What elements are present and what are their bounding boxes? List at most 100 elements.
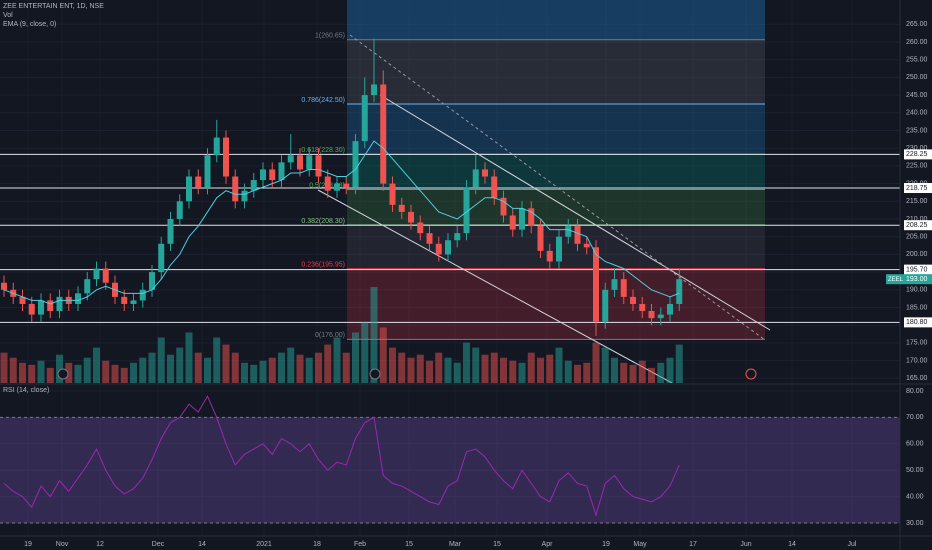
volume-bar [361,322,369,383]
candle-body [482,169,488,177]
y-tick-label: 50.00 [906,467,924,474]
candle-body [583,243,590,248]
y-tick-label: 185.00 [906,304,928,311]
earnings-icon [745,368,757,380]
volume-bar [28,364,36,383]
candle-body [297,155,303,170]
volume-bar [9,357,17,383]
volume-bar [583,362,591,383]
volume-bar [611,357,618,383]
fib-zone [347,189,765,226]
volume-bar [250,364,258,383]
volume-bar [157,337,165,383]
y-tick-label: 260.00 [906,39,928,46]
x-tick-label: 18 [313,541,321,548]
volume-bar [185,332,193,383]
candle-body [167,219,174,244]
price-line-tag [904,220,932,231]
volume-bar [0,352,8,383]
candle-body [352,141,359,188]
volume-bar [500,357,507,383]
price-line-label: 218.75 [906,185,928,192]
volume-bar [204,357,211,383]
fib-top-fill [347,0,765,40]
trend-line [379,94,771,331]
candle-body [380,84,387,184]
candle-body [398,204,405,212]
y-tick-label: 225.00 [906,163,928,170]
volume-bar [46,367,54,383]
y-tick-label: 170.00 [906,357,928,364]
y-tick-label: 165.00 [906,375,928,382]
candle-body [195,176,202,188]
candle-body [232,176,239,202]
candle-body [472,169,479,188]
volume-bar [426,360,433,383]
volume-bar [222,344,230,383]
x-tick-label: May [633,541,647,548]
price-line-tag [904,183,932,194]
volume-bar [592,342,600,383]
candle-body [657,314,664,319]
volume-bar [74,364,82,383]
volume-bar [407,357,415,383]
volume-bar [370,287,378,383]
volume-bar [342,352,350,383]
candle-body [1,282,7,290]
candle-body [315,155,322,177]
volume-bar [296,354,304,383]
volume-bar [167,354,174,383]
volume-bar [574,364,581,383]
fib-label: 0(176.00) [315,332,345,339]
candle-body [121,296,128,304]
fib-zone [347,103,765,155]
candle-body [426,233,433,244]
x-tick-label: Dec [152,541,165,548]
volume-bar [490,352,498,383]
ema-label: EMA (9, close, 0) [3,21,56,28]
volume-bar [120,367,128,383]
volume-bar [435,352,443,383]
ema-line [3,140,680,305]
volume-bar [231,352,239,383]
candle-body [519,208,525,230]
volume-bar [148,352,156,383]
candle-body [130,300,137,304]
candle-body [546,250,553,262]
last-symbol: ZEEL [888,277,904,283]
candle-body [28,303,35,315]
candle-body [435,243,442,255]
volume-bar [638,360,646,383]
candle-body [445,240,451,255]
volume-bar [657,362,665,383]
candle-body [213,137,220,156]
x-tick-label: Mar [449,541,462,548]
candle-body [676,279,683,304]
trend-line-dashed [349,34,766,341]
candle-body [176,201,183,219]
volume-bar [37,360,45,383]
candle-body [223,137,229,177]
earnings-icon [369,368,381,380]
y-tick-label: 40.00 [906,493,924,500]
candle-body [343,183,350,188]
candle-body [361,95,368,142]
x-tick-label: 2021 [256,541,272,548]
x-tick-label: Jul [848,541,857,548]
candle-body [93,268,100,280]
candle-body [19,296,26,304]
volume-bar [176,347,184,383]
rsi-band-fill [0,417,900,523]
volume-bar [305,357,313,383]
price-line-label: 228.25 [906,151,928,158]
volume-bar [241,362,248,383]
y-tick-label: 215.00 [906,198,928,205]
last-price-tag [886,274,932,285]
price-line-label: 180.80 [906,319,928,326]
y-tick-label: 70.00 [906,414,924,421]
y-tick-label: 60.00 [906,441,924,448]
volume-bar [93,347,100,383]
candle-body [334,183,340,191]
fib-label: 0.786(242.50) [301,97,345,104]
volume-bar [416,354,424,383]
